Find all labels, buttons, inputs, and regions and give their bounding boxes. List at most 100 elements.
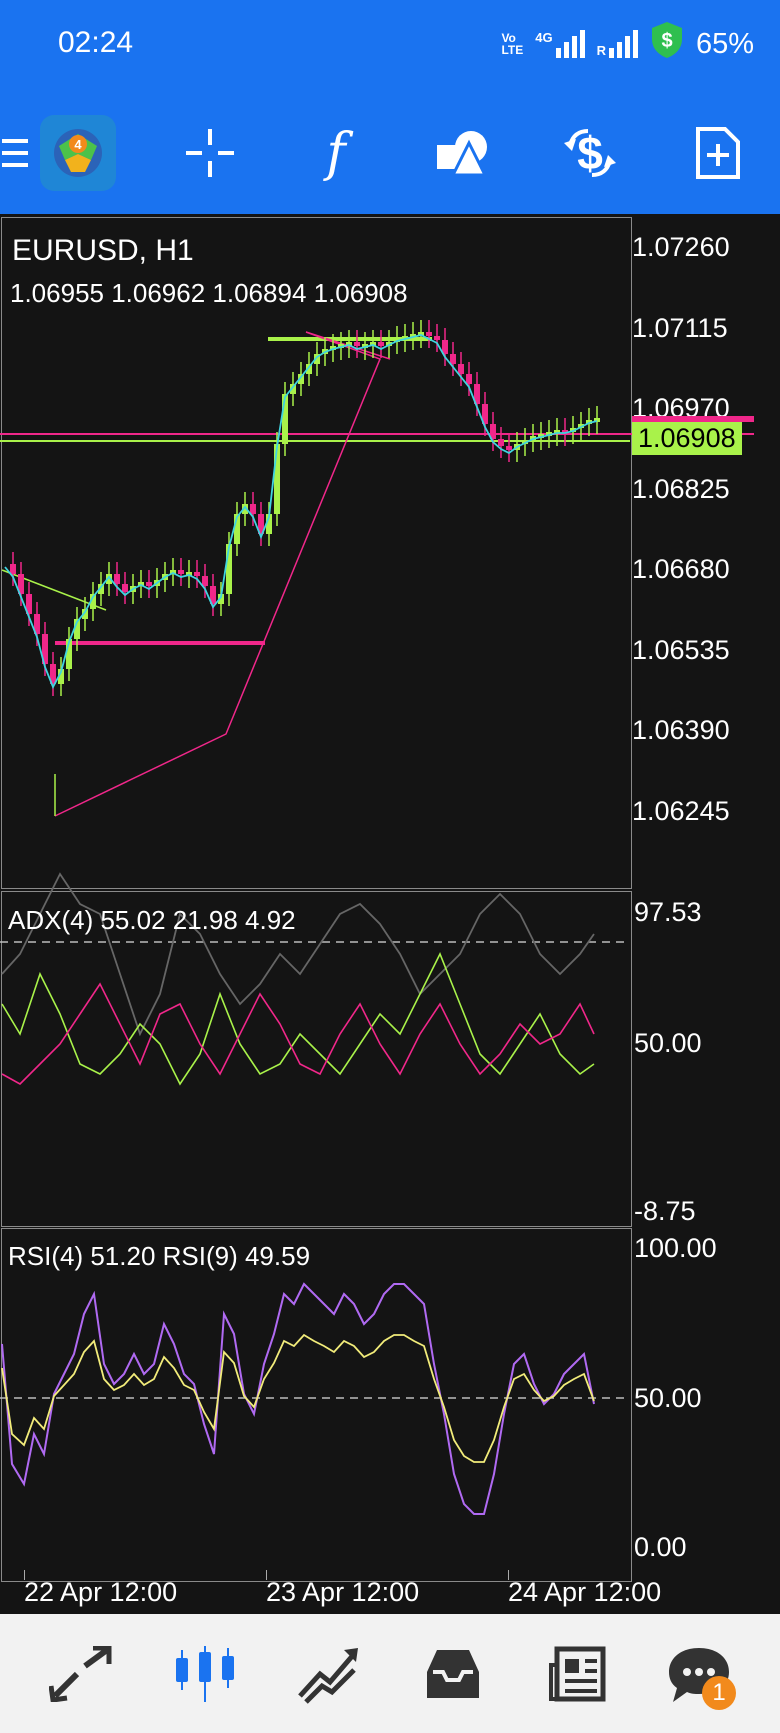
price-axis-label: 1.06535 <box>632 635 730 665</box>
candle-body <box>10 564 16 574</box>
candle-body <box>74 619 80 639</box>
history-icon[interactable] <box>398 1614 508 1733</box>
candle-body <box>426 332 432 336</box>
messages-icon[interactable]: 1 <box>644 1614 754 1733</box>
candle-body <box>354 342 360 346</box>
rsi9-line <box>1 1333 595 1463</box>
candle-body <box>498 439 504 446</box>
candle-body <box>378 342 384 346</box>
price-axis-label: 1.06680 <box>632 554 730 584</box>
candle-body <box>298 374 304 384</box>
price-pane[interactable] <box>1 217 632 889</box>
candle-body <box>98 584 104 594</box>
bottom-nav: 1 <box>0 1614 780 1733</box>
ohlc-values: 1.06955 1.06962 1.06894 1.06908 <box>10 278 408 308</box>
candle-body <box>114 574 120 584</box>
indicators-icon[interactable]: f <box>326 123 346 183</box>
ma-line <box>4 334 598 690</box>
candle-body <box>466 374 472 384</box>
candle-body <box>482 404 488 424</box>
adx-axis-label: 50.00 <box>634 1028 702 1058</box>
candle-body <box>594 418 600 422</box>
candle-body <box>250 504 256 514</box>
candle-body <box>538 434 544 438</box>
chart-icon[interactable] <box>150 1614 260 1733</box>
signal-4g-icon: 4G <box>535 30 585 58</box>
quotes-icon[interactable] <box>26 1614 136 1733</box>
candle-body <box>122 584 128 592</box>
bid-marker <box>632 416 754 422</box>
candle-body <box>442 340 448 354</box>
candle-body <box>66 639 72 669</box>
adx-label: ADX(4) 55.02 21.98 4.92 <box>8 905 296 935</box>
candle-body <box>82 609 88 619</box>
price-axis-label: 1.06390 <box>632 715 730 745</box>
dollar-shield-icon: $ <box>650 21 684 67</box>
candle-body <box>306 364 312 374</box>
candle-body <box>490 424 496 439</box>
trade-icon[interactable] <box>274 1614 384 1733</box>
candle-body <box>50 664 56 684</box>
candle-body <box>346 342 352 346</box>
candle-body <box>210 586 216 604</box>
symbol-timeframe: EURUSD, H1 <box>12 234 194 267</box>
candle-body <box>506 446 512 450</box>
adx-minus-line <box>1 982 595 1085</box>
candle-body <box>370 342 376 346</box>
candle-body <box>226 544 232 594</box>
time-axis-label: 22 Apr 12:00 <box>24 1577 178 1607</box>
candle-body <box>458 364 464 374</box>
crosshair-icon[interactable] <box>170 92 250 214</box>
candle-body <box>26 594 32 614</box>
rsi-axis-label: 50.00 <box>634 1383 702 1413</box>
chart-canvas[interactable] <box>0 214 780 1614</box>
adx-pane[interactable] <box>1 891 632 1227</box>
adx-plus-line <box>1 952 595 1086</box>
candle-body <box>402 336 408 340</box>
candle-body <box>562 430 568 434</box>
candle-body <box>330 346 336 350</box>
messages-badge: 1 <box>702 1676 736 1710</box>
candle-body <box>274 444 280 514</box>
candle-body <box>282 394 288 444</box>
candle-body <box>434 336 440 340</box>
svg-text:$: $ <box>661 30 672 52</box>
candle-body <box>394 338 400 342</box>
candle-body <box>314 354 320 364</box>
menu-icon[interactable] <box>0 92 30 214</box>
candle-body <box>242 504 248 514</box>
battery-text: 65% <box>695 27 754 60</box>
rsi-pane[interactable] <box>1 1228 632 1582</box>
candle-body <box>146 582 152 586</box>
time-axis-label: 23 Apr 12:00 <box>266 1577 420 1607</box>
adx-main-line <box>1 872 595 1037</box>
status-icons: Vo LTE 4G R $ 65% <box>501 22 754 66</box>
rsi-label: RSI(4) 51.20 RSI(9) 49.59 <box>8 1241 311 1271</box>
adx-axis-label: -8.75 <box>634 1196 696 1226</box>
metatrader-logo[interactable]: 4 <box>38 92 118 214</box>
chart-area[interactable]: EURUSD, H1 1.06955 1.06962 1.06894 1.069… <box>0 214 780 1614</box>
candle-body <box>186 572 192 576</box>
signal-roaming-icon: R <box>597 30 638 58</box>
candle-body <box>290 384 296 394</box>
candle-body <box>42 634 48 664</box>
time-axis-label: 24 Apr 12:00 <box>508 1577 662 1607</box>
candle-body <box>554 430 560 434</box>
svg-text:$: $ <box>577 127 603 179</box>
price-axis-label: 1.06825 <box>632 474 730 504</box>
svg-text:4: 4 <box>74 137 82 152</box>
candle-body <box>450 354 456 364</box>
rsi-axis-label: 100.00 <box>634 1233 717 1263</box>
new-order-icon[interactable] <box>678 92 758 214</box>
price-axis-label: 1.06245 <box>632 796 730 826</box>
candle-body <box>218 594 224 604</box>
trade-icon[interactable]: $ <box>550 92 630 214</box>
price-axis-label: 1.07115 <box>632 313 728 343</box>
news-icon[interactable] <box>522 1614 632 1733</box>
candle-body <box>586 420 592 424</box>
candle-body <box>90 594 96 609</box>
objects-icon[interactable] <box>424 92 504 214</box>
candle-body <box>194 572 200 576</box>
status-bar: 02:24 Vo LTE 4G R $ 65% <box>0 0 780 92</box>
candle-body <box>410 334 416 338</box>
